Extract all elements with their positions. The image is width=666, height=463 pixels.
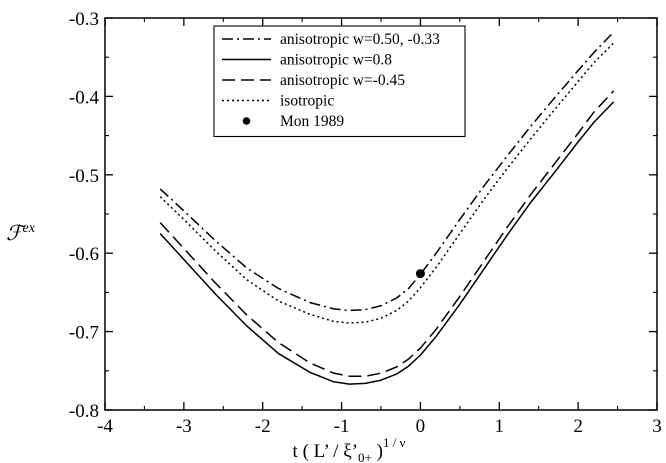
series-line-solid — [159, 101, 615, 385]
y-tick-label: -0.7 — [69, 323, 99, 344]
x-axis-label-sup: 1 / ν — [383, 435, 406, 450]
x-tick-label: -4 — [97, 416, 113, 437]
y-tick-label: -0.6 — [69, 244, 99, 265]
x-tick-label: 1 — [495, 416, 505, 437]
y-axis-label-main: ℱ — [6, 221, 26, 245]
series-line-dotted — [159, 42, 615, 324]
x-tick-label: -3 — [176, 416, 192, 437]
y-axis-label: ℱex — [6, 221, 36, 245]
x-axis-label-text: t ( L’ / ξ’ — [293, 441, 358, 462]
legend-marker — [242, 117, 251, 125]
mon-1989-data-point — [415, 269, 425, 279]
legend: anisotropic w=0.50, -0.33 anisotropic w=0… — [213, 25, 466, 138]
x-axis-label-close: ) — [372, 441, 383, 462]
legend-box — [213, 25, 466, 138]
y-tick-label: -0.8 — [69, 401, 99, 422]
x-tick-label: -1 — [334, 416, 350, 437]
y-tick-label: -0.5 — [69, 166, 99, 187]
legend-entry-label: anisotropic w=0.50, -0.33 — [280, 31, 440, 48]
legend-entry-label: anisotropic w=-0.45 — [280, 72, 405, 89]
legend-entry-label: isotropic — [280, 93, 334, 110]
x-tick-label: 2 — [573, 416, 583, 437]
y-tick-label: -0.3 — [69, 9, 99, 30]
legend-entry-label: anisotropic w=0.8 — [280, 52, 392, 69]
x-axis-label: t ( L’ / ξ’0+ )1 / ν — [293, 435, 406, 463]
x-tick-label: 0 — [416, 416, 426, 437]
series-line-dashdot — [159, 31, 615, 312]
y-tick-label: -0.4 — [69, 87, 100, 108]
plot-frame — [104, 17, 658, 411]
series-line-dashed — [159, 90, 615, 378]
x-tick-label: -2 — [255, 416, 271, 437]
legend-entry-label: Mon 1989 — [280, 113, 344, 130]
y-axis-label-sup: ex — [23, 221, 36, 236]
x-axis-label-sub: 0+ — [358, 450, 372, 463]
series-layer — [159, 31, 615, 385]
x-tick-label: 3 — [652, 416, 662, 437]
tick-layer: -4 -3 -2 -1 0 1 2 3 -0.8 -0.7 -0.6 -0.5 -0.4 -0.3 — [69, 9, 662, 437]
